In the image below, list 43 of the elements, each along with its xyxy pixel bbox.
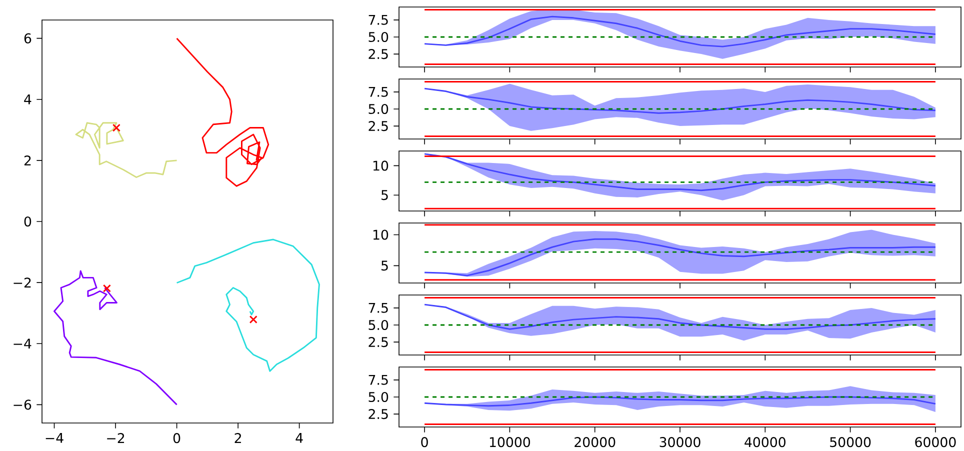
- y-tick-label: 7.5: [368, 87, 388, 97]
- line-series: [75, 122, 178, 178]
- y-tick-label: 7.5: [368, 303, 388, 313]
- y-tick-label: −6: [14, 400, 32, 410]
- y-tick-label: 2.5: [368, 408, 388, 420]
- y-tick-label: 5: [382, 260, 388, 271]
- y-tick-label: 7.5: [368, 15, 388, 25]
- point: [112, 124, 120, 132]
- y-tick-label: 6: [24, 33, 32, 44]
- y-tick-label: −4: [14, 338, 32, 348]
- point: [249, 315, 258, 324]
- y-tick-label: 5.0: [368, 104, 388, 114]
- x-tick-label: −2: [107, 433, 124, 443]
- line-series: [176, 38, 270, 187]
- y-tick-label: 2: [24, 155, 31, 166]
- y-tick-label: 2.5: [368, 48, 388, 60]
- y-tick-label: 5.0: [368, 392, 388, 402]
- y-tick-label: 2.5: [368, 120, 388, 132]
- y-tick-label: 5: [382, 190, 388, 200]
- line-series: [54, 270, 178, 406]
- x-tick-label: −4: [46, 433, 64, 443]
- line-series: [176, 238, 320, 372]
- x-tick-label: 4: [296, 433, 303, 443]
- x-tick-label: 40000: [744, 437, 786, 448]
- x-tick-label: 60000: [915, 437, 956, 448]
- x-tick-label: 30000: [660, 437, 700, 448]
- y-tick-label: 10: [373, 230, 388, 240]
- point: [102, 284, 111, 292]
- y-tick-label: 4: [24, 94, 32, 104]
- y-tick-label: 0: [24, 216, 32, 227]
- x-tick-label: 20000: [574, 437, 616, 448]
- x-tick-label: 2: [234, 433, 241, 443]
- y-tick-label: −2: [14, 278, 31, 288]
- x-tick-label: 50000: [830, 437, 871, 448]
- x-tick-label: 10000: [490, 437, 530, 448]
- x-tick-label: 0: [421, 437, 428, 448]
- y-tick-label: 7.5: [368, 375, 388, 385]
- y-tick-label: 10: [373, 160, 388, 171]
- y-tick-label: 5.0: [368, 320, 388, 330]
- y-tick-label: 5.0: [368, 32, 388, 42]
- line-series: [424, 396, 936, 407]
- y-tick-label: 2.5: [368, 336, 388, 348]
- x-tick-label: 0: [173, 433, 180, 444]
